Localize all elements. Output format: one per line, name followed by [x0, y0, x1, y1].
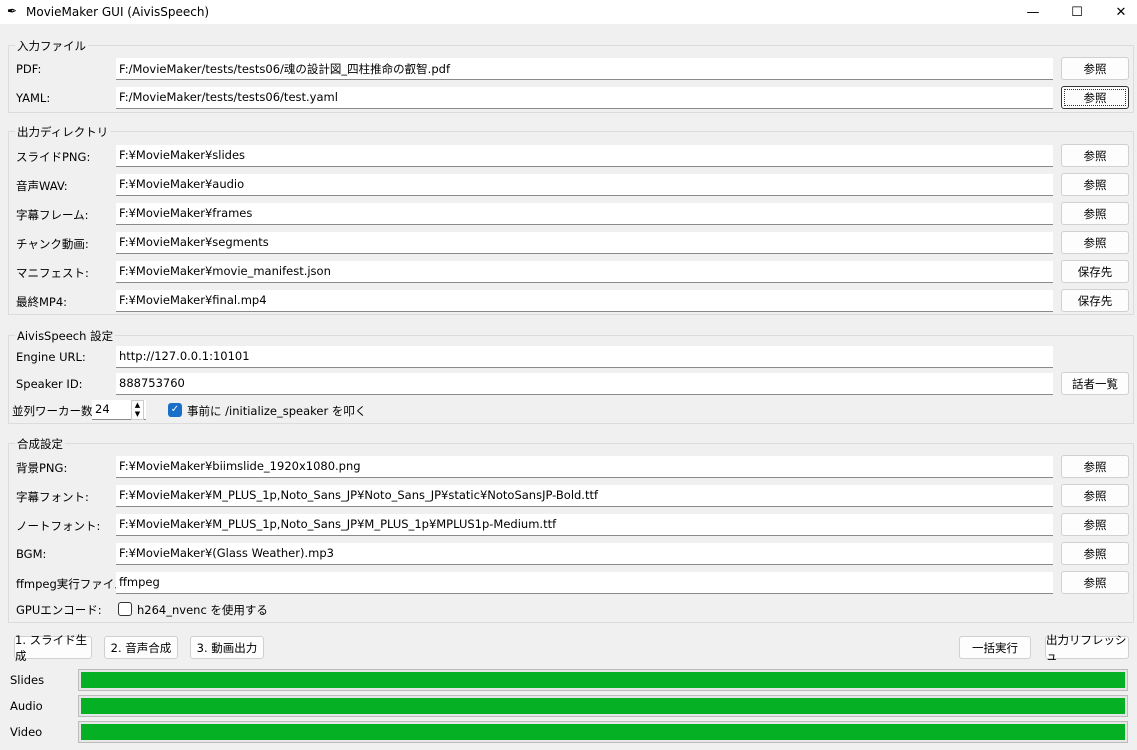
compose-4-browse-button[interactable]: 参照	[1061, 571, 1129, 594]
app-feather-icon: ✒	[7, 4, 18, 18]
output-0-browse-button[interactable]: 参照	[1061, 144, 1129, 167]
output-3-input[interactable]: F:¥MovieMaker¥segments	[116, 232, 1053, 254]
compose-1-label: 字幕フォント:	[16, 490, 89, 504]
compose-4-label: ffmpeg実行ファイル	[16, 577, 126, 591]
input-1-label: YAML:	[16, 91, 51, 105]
output-0-label: スライドPNG:	[16, 150, 91, 164]
progress-label-video: Video	[10, 725, 43, 739]
output-1-label: 音声WAV:	[16, 179, 68, 193]
output-3-browse-button[interactable]: 参照	[1061, 231, 1129, 254]
input-1-browse-button[interactable]: 参照	[1061, 86, 1129, 109]
engine-url-label: Engine URL:	[16, 350, 86, 364]
window-title: MovieMaker GUI (AivisSpeech)	[26, 5, 210, 19]
synthesize-audio-button[interactable]: 2. 音声合成	[104, 636, 178, 659]
speaker-id-input[interactable]: 888753760	[116, 373, 1053, 395]
progress-label-slides: Slides	[10, 673, 45, 687]
output-4-browse-button[interactable]: 保存先	[1061, 260, 1129, 283]
workers-spinbox[interactable]: 24 ▲ ▼	[92, 400, 146, 420]
input-files-group	[8, 45, 1134, 113]
output-0-input[interactable]: F:¥MovieMaker¥slides	[116, 145, 1053, 167]
workers-label: 並列ワーカー数:	[12, 404, 97, 418]
progress-fill	[81, 724, 1125, 740]
run-all-button[interactable]: 一括実行	[959, 636, 1031, 659]
output-4-input[interactable]: F:¥MovieMaker¥movie_manifest.json	[116, 261, 1053, 283]
maximize-button[interactable]: ☐	[1071, 4, 1083, 20]
spinbox-arrows-icon[interactable]: ▲ ▼	[131, 400, 144, 420]
export-video-button[interactable]: 3. 動画出力	[190, 636, 264, 659]
progress-fill	[81, 672, 1125, 688]
output-4-label: マニフェスト:	[16, 266, 89, 280]
input-0-label: PDF:	[16, 62, 42, 76]
output-5-browse-button[interactable]: 保存先	[1061, 289, 1129, 312]
input-0-browse-button[interactable]: 参照	[1061, 57, 1129, 80]
output-dir-title: 出力ディレクトリ	[15, 124, 111, 140]
input-0-input[interactable]: F:/MovieMaker/tests/tests06/魂の設計図_四柱推命の叡…	[116, 58, 1053, 80]
speaker-id-label: Speaker ID:	[16, 377, 83, 391]
compose-settings-group	[8, 443, 1134, 623]
speaker-list-button[interactable]: 話者一覧	[1061, 372, 1129, 395]
compose-settings-title: 合成設定	[15, 436, 65, 452]
refresh-output-button[interactable]: 出力リフレッシュ	[1045, 633, 1129, 663]
output-2-label: 字幕フレーム:	[16, 208, 89, 222]
title-bar: ✒ MovieMaker GUI (AivisSpeech) — ☐ ✕	[0, 0, 1137, 24]
output-3-label: チャンク動画:	[16, 237, 89, 251]
output-5-label: 最終MP4:	[16, 295, 68, 309]
output-1-input[interactable]: F:¥MovieMaker¥audio	[116, 174, 1053, 196]
input-1-input[interactable]: F:/MovieMaker/tests/tests06/test.yaml	[116, 87, 1053, 109]
compose-0-label: 背景PNG:	[16, 461, 68, 475]
initialize-speaker-checkbox[interactable]: ✓	[168, 403, 182, 417]
output-2-input[interactable]: F:¥MovieMaker¥frames	[116, 203, 1053, 225]
minimize-button[interactable]: —	[1026, 4, 1040, 20]
compose-0-input[interactable]: F:¥MovieMaker¥biimslide_1920x1080.png	[116, 456, 1053, 478]
output-1-browse-button[interactable]: 参照	[1061, 173, 1129, 196]
compose-2-label: ノートフォント:	[16, 519, 101, 533]
nvenc-checkbox[interactable]	[118, 602, 132, 616]
aivis-settings-title: AivisSpeech 設定	[15, 328, 116, 344]
output-5-input[interactable]: F:¥MovieMaker¥final.mp4	[116, 290, 1053, 312]
aivis-settings-group	[8, 335, 1134, 424]
progress-label-audio: Audio	[10, 699, 43, 713]
initialize-speaker-label: 事前に /initialize_speaker を叩く	[187, 404, 367, 418]
compose-1-input[interactable]: F:¥MovieMaker¥M_PLUS_1p,Noto_Sans_JP¥Not…	[116, 485, 1053, 507]
generate-slides-button[interactable]: 1. スライド生成	[14, 633, 92, 663]
progress-fill	[81, 698, 1125, 714]
compose-3-browse-button[interactable]: 参照	[1061, 542, 1129, 565]
engine-url-input[interactable]: http://127.0.0.1:10101	[116, 346, 1053, 368]
progress-bar-audio	[78, 695, 1128, 717]
output-dir-group	[8, 131, 1134, 315]
gpu-encode-label: GPUエンコード:	[16, 603, 102, 617]
compose-0-browse-button[interactable]: 参照	[1061, 455, 1129, 478]
compose-3-label: BGM:	[16, 547, 47, 561]
input-files-title: 入力ファイル	[15, 38, 88, 54]
compose-4-input[interactable]: ffmpeg	[116, 572, 1053, 594]
nvenc-label: h264_nvenc を使用する	[137, 603, 268, 617]
compose-2-browse-button[interactable]: 参照	[1061, 513, 1129, 536]
compose-3-input[interactable]: F:¥MovieMaker¥(Glass Weather).mp3	[116, 543, 1053, 565]
compose-2-input[interactable]: F:¥MovieMaker¥M_PLUS_1p,Noto_Sans_JP¥M_P…	[116, 514, 1053, 536]
close-button[interactable]: ✕	[1115, 4, 1127, 20]
output-2-browse-button[interactable]: 参照	[1061, 202, 1129, 225]
workers-value: 24	[95, 402, 110, 416]
compose-1-browse-button[interactable]: 参照	[1061, 484, 1129, 507]
progress-bar-slides	[78, 669, 1128, 691]
progress-bar-video	[78, 721, 1128, 743]
